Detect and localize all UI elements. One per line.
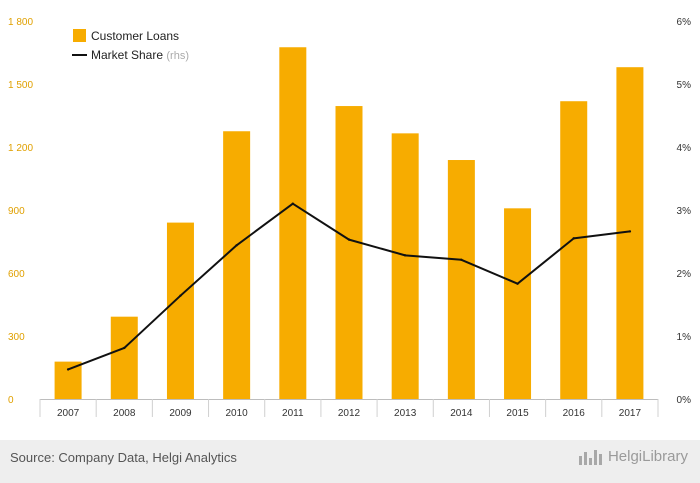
market-share-point-2011[interactable]: [291, 202, 295, 205]
x-axis-tick-label: 2016: [563, 408, 586, 419]
bar-2009[interactable]: [166, 222, 194, 399]
right-axis-tick-label: 4%: [677, 143, 692, 154]
legend-rhs-suffix: (rhs): [166, 50, 189, 62]
bar-2016[interactable]: [560, 101, 588, 399]
source-note: Source: Company Data, Helgi Analytics: [10, 450, 237, 465]
left-axis-tick-label: 900: [8, 206, 25, 217]
market-share-point-2010[interactable]: [235, 244, 238, 247]
bar-2007[interactable]: [54, 361, 82, 399]
bar-2015[interactable]: [504, 208, 532, 399]
left-axis-tick-label: 600: [8, 269, 25, 280]
x-axis-tick-label: 2012: [338, 408, 361, 419]
bar-2010[interactable]: [223, 131, 251, 399]
bar-2012[interactable]: [335, 106, 363, 400]
right-axis-tick-label: 5%: [677, 80, 692, 91]
right-axis-tick-label: 6%: [677, 17, 692, 28]
market-share-point-2012[interactable]: [347, 238, 351, 241]
x-axis-tick-label: 2009: [169, 408, 192, 419]
market-share-point-2014[interactable]: [460, 258, 463, 261]
legend-label-customer-loans: Customer Loans: [91, 29, 179, 43]
left-axis-tick-label: 1 500: [8, 80, 33, 91]
right-axis-tick-label: 2%: [677, 269, 692, 280]
left-axis-tick-label: 0: [8, 395, 14, 406]
logo-text: HelgiLibrary: [607, 448, 688, 465]
bar-2008[interactable]: [110, 316, 138, 399]
helgi-library-logo[interactable]: HelgiLibrary: [578, 448, 688, 465]
x-axis-tick-label: 2013: [394, 408, 417, 419]
right-axis-tick-label: 0%: [677, 395, 692, 406]
legend-label-market-share: Market Share (rhs): [91, 48, 189, 62]
market-share-point-2008[interactable]: [123, 346, 126, 350]
x-axis-tick-label: 2015: [506, 408, 529, 419]
market-share-point-2016[interactable]: [572, 237, 575, 240]
left-axis-tick-label: 300: [8, 332, 25, 343]
left-axis-tick-label: 1 800: [8, 17, 33, 28]
x-axis-tick-label: 2008: [113, 408, 136, 419]
library-books-icon: [578, 449, 602, 465]
legend-swatch-customer-loans: [73, 29, 86, 42]
market-share-point-2017[interactable]: [628, 230, 632, 233]
market-share-point-2007[interactable]: [66, 368, 70, 371]
x-axis-tick-label: 2014: [450, 408, 473, 419]
x-axis-tick-label: 2017: [619, 408, 642, 419]
right-axis-tick-label: 3%: [677, 206, 692, 217]
right-axis-tick-label: 1%: [677, 332, 692, 343]
bar-2014[interactable]: [447, 160, 475, 399]
market-share-point-2009[interactable]: [179, 294, 182, 297]
x-axis-tick-label: 2011: [282, 408, 304, 419]
bar-2013[interactable]: [391, 133, 419, 399]
x-axis-tick-label: 2007: [57, 408, 80, 419]
footer-bar: [0, 440, 700, 483]
market-share-point-2015[interactable]: [516, 282, 519, 285]
x-axis-tick-label: 2010: [226, 408, 249, 419]
market-share-point-2013[interactable]: [403, 254, 407, 257]
left-axis-tick-label: 1 200: [8, 143, 33, 154]
bar-2011[interactable]: [279, 47, 307, 399]
combo-chart: 0 300 600 900 1 200 1 500 1 800 0% 1% 2% 3% 4% 5% 6% 2…: [8, 17, 692, 419]
